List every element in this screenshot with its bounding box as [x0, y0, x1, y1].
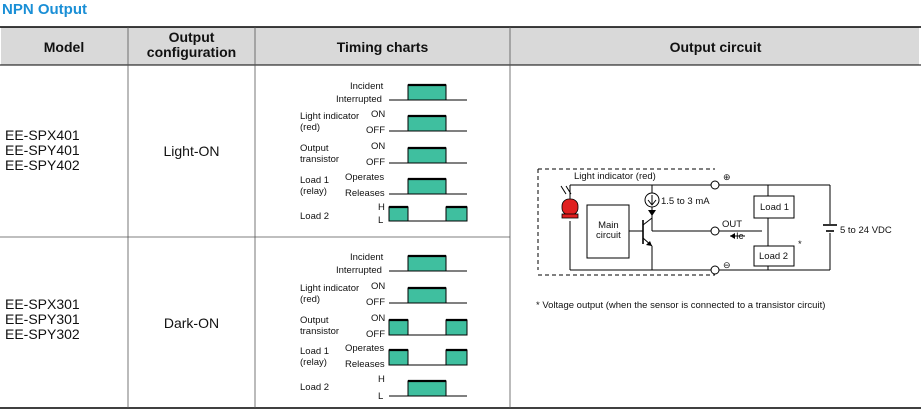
t2-red: (red) [300, 294, 321, 305]
circuit-light-indicator: Light indicator (red) [574, 171, 656, 182]
collector-lead [642, 217, 653, 226]
header-config: Output configuration [128, 30, 255, 60]
led-light-rays-icon [560, 185, 572, 195]
t2-ot-on: ON [371, 313, 386, 324]
circuit-load2: Load 2 [759, 251, 789, 262]
circuit-note: * Voltage output (when the sensor is con… [536, 300, 826, 311]
header-model: Model [43, 39, 85, 55]
t2-l: L [378, 391, 384, 402]
terminal-minus [710, 265, 720, 275]
row1-model-1: EE-SPX401 [5, 127, 80, 143]
circuit-out: OUT [722, 219, 743, 230]
t2-li-off: OFF [366, 297, 385, 308]
row1-models: EE-SPX401 EE-SPY401 EE-SPY402 [5, 128, 80, 173]
t2-incident: Incident [350, 252, 384, 263]
t2-load1: Load 1 [300, 346, 330, 357]
t2-relay: (relay) [300, 357, 327, 368]
led-base-icon [561, 213, 579, 219]
terminal-plus [710, 180, 720, 190]
t1-incident: Incident [350, 81, 384, 92]
t1-relay: (relay) [300, 186, 327, 197]
circuit-minus-sign: ⊖ [723, 260, 731, 270]
circuit-ic: Ic [736, 231, 744, 242]
section-title: NPN Output [2, 1, 87, 18]
header-background [1, 27, 919, 65]
ic-arrowhead-icon [730, 233, 735, 239]
row2-models: EE-SPX301 EE-SPY301 EE-SPY302 [5, 297, 80, 342]
circuit-asterisk: * [798, 239, 802, 250]
t2-h: H [378, 374, 385, 385]
t1-li-off: OFF [366, 125, 385, 136]
row2-config: Dark-ON [163, 315, 220, 331]
current-arrow-icon [647, 195, 657, 206]
circuit-current: 1.5 to 3 mA [661, 196, 710, 207]
timing-chart-1 [388, 83, 468, 222]
emitter-arrow-icon [646, 241, 652, 246]
t2-transistor: transistor [300, 326, 340, 337]
load1-box [753, 195, 795, 219]
t2-load2: Load 2 [300, 382, 330, 393]
load2-box [753, 245, 795, 267]
row2-model-3: EE-SPY302 [5, 326, 80, 342]
t1-ot-off: OFF [366, 157, 385, 168]
t1-transistor: transistor [300, 154, 340, 165]
header-timing: Timing charts [336, 39, 429, 55]
row1-config: Light-ON [163, 143, 220, 159]
header-config-line2: configuration [146, 44, 237, 60]
timing-chart-2 [388, 254, 468, 397]
t1-releases: Releases [345, 188, 385, 199]
header-config-line1: Output [168, 29, 215, 45]
header-circuit: Output circuit [669, 39, 762, 55]
circuit-supply: 5 to 24 VDC [840, 225, 892, 236]
terminal-out [710, 226, 720, 236]
circuit-main-1: Main [598, 220, 619, 231]
row1-model-3: EE-SPY402 [5, 157, 80, 173]
row2-model-2: EE-SPY301 [5, 311, 80, 327]
t1-load2: Load 2 [300, 211, 330, 222]
circuit-main: Main circuit [596, 221, 621, 241]
t2-light-indicator: Light indicator [300, 283, 360, 294]
diode-icon [648, 210, 656, 216]
circuit-main-2: circuit [596, 230, 621, 241]
sensor-box-outline [537, 168, 715, 276]
row2-model-1: EE-SPX301 [5, 296, 80, 312]
t2-operates: Operates [345, 343, 385, 354]
t2-releases: Releases [345, 359, 385, 370]
red-led-icon [561, 198, 579, 216]
t1-l: L [378, 215, 384, 226]
t1-output: Output [300, 143, 329, 154]
t1-ot-on: ON [371, 141, 386, 152]
t1-h: H [378, 202, 385, 213]
t1-light-indicator: Light indicator [300, 111, 360, 122]
t2-output: Output [300, 315, 329, 326]
t2-ot-off: OFF [366, 329, 385, 340]
circuit-load1: Load 1 [760, 202, 790, 213]
t2-interrupted: Interrupted [336, 265, 382, 276]
t2-li-on: ON [371, 281, 386, 292]
t1-red: (red) [300, 122, 321, 133]
t1-operates: Operates [345, 172, 385, 183]
t1-interrupted: Interrupted [336, 94, 382, 105]
t1-li-on: ON [371, 109, 386, 120]
circuit-plus-sign: ⊕ [723, 172, 731, 182]
row1-model-2: EE-SPY401 [5, 142, 80, 158]
t1-load1: Load 1 [300, 175, 330, 186]
